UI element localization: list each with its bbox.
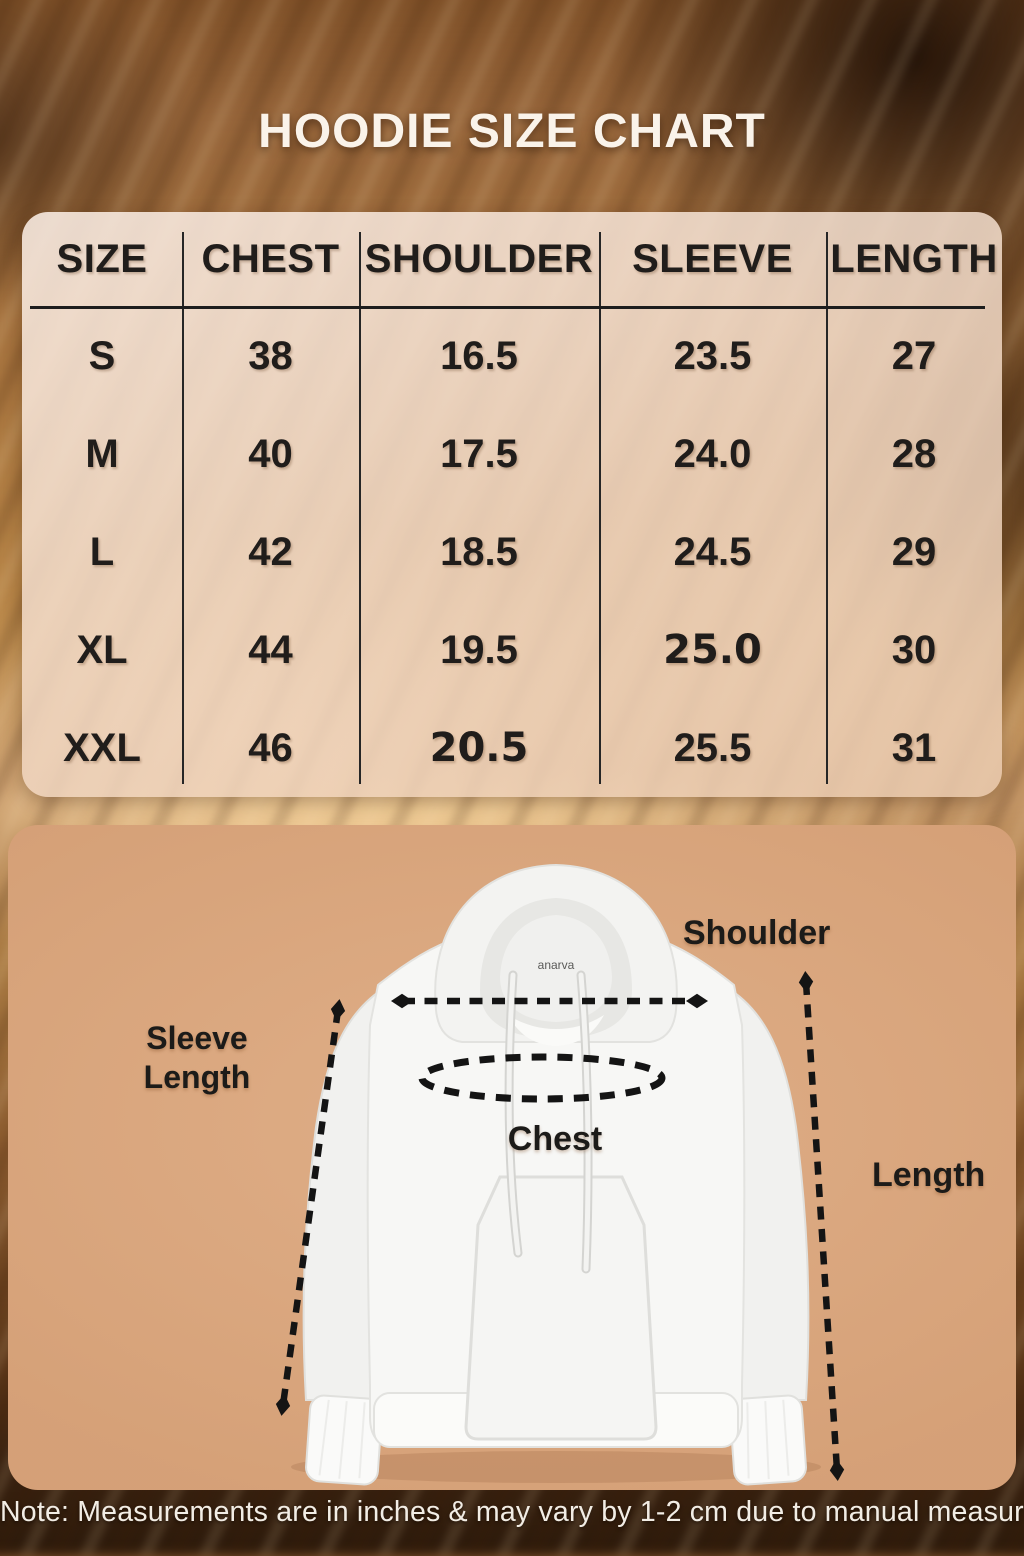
cell-xxl-sleeve: 25.5 [673,725,752,770]
size-chart-table: SIZE CHEST SHOULDER SLEEVE LENGTH S 38 1… [22,212,1002,797]
cell-xl-length: 30 [891,627,937,672]
cell-l-sleeve: 24.5 [673,529,752,574]
cell-xl-size: XL [76,627,128,672]
header-chest: CHEST [201,237,340,281]
kangaroo-pocket [464,1175,658,1441]
hoodie-illustration: anarva [302,863,810,1486]
cell-s-chest: 38 [248,333,293,378]
sleeve-label-line2: Length [143,1059,251,1095]
header-shoulder: SHOULDER [364,237,594,281]
cell-l-shoulder: 18.5 [440,529,518,574]
cuff-right [729,1394,807,1486]
cell-s-shoulder: 16.5 [440,333,518,378]
page-title: HOODIE SIZE CHART [258,105,766,158]
cell-xxl-length: 31 [891,725,937,770]
column-divider [182,232,184,784]
cell-l-size: L [89,529,115,574]
brand-label: anarva [538,958,575,972]
cell-m-sleeve: 24.0 [673,431,752,476]
cell-xl-sleeve: 25.0 [663,627,762,673]
measure-arrow-diamonds [275,971,845,1481]
measurement-note: Note: Measurements are in inches & may v… [0,1496,1024,1528]
drawstrings [504,970,593,1274]
sleeve-length-label: Sleeve Length [122,1019,272,1097]
cell-m-length: 28 [891,431,937,476]
header-size: SIZE [56,237,148,281]
cell-m-size: M [85,431,119,476]
sleeve-label-line1: Sleeve [146,1020,248,1056]
cell-xxl-size: XXL [63,725,141,770]
header-sleeve: SLEEVE [632,237,793,281]
cell-xl-shoulder: 19.5 [440,627,518,672]
shoulder-label: Shoulder [683,914,831,952]
column-divider [359,232,361,784]
cell-xl-chest: 44 [248,627,293,672]
column-divider [599,232,601,784]
length-label: Length [872,1156,986,1194]
cell-xxl-shoulder: 20.5 [429,725,529,771]
hoodie-diagram: anarva [275,863,845,1486]
garment-shadow [291,1451,821,1483]
cell-l-length: 29 [891,529,937,574]
cell-xxl-chest: 46 [248,725,293,770]
chest-label: Chest [507,1120,603,1158]
size-chart-panel: SIZE CHEST SHOULDER SLEEVE LENGTH S 38 1… [22,212,1002,797]
chest-measure-ellipse [418,1053,666,1103]
header-length: LENGTH [830,237,998,281]
header-underline [30,306,985,309]
cell-l-chest: 42 [248,529,293,574]
cell-s-sleeve: 23.5 [673,333,752,378]
length-measure-line [802,981,841,1471]
column-divider [826,232,828,784]
cell-m-shoulder: 17.5 [440,431,518,476]
cell-s-length: 27 [891,333,937,378]
cell-m-chest: 40 [248,431,293,476]
measurement-diagram-panel: anarva [8,825,1016,1490]
cell-s-size: S [88,333,116,378]
measurement-lines [279,981,841,1471]
